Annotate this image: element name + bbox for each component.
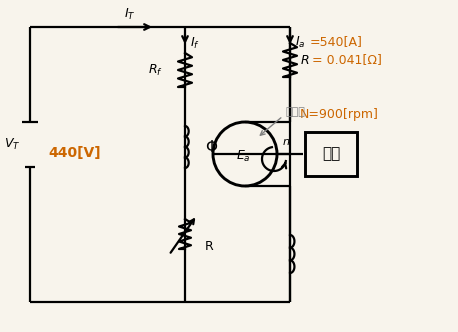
- Text: = 0.041[Ω]: = 0.041[Ω]: [312, 53, 382, 66]
- Text: N=900[rpm]: N=900[rpm]: [300, 108, 379, 121]
- Text: $I_T$: $I_T$: [124, 7, 136, 22]
- Text: =540[A]: =540[A]: [310, 36, 363, 48]
- Text: $E_a$: $E_a$: [236, 148, 251, 164]
- Text: 440[V]: 440[V]: [48, 145, 101, 159]
- Text: R: R: [205, 239, 214, 253]
- Text: $V_T$: $V_T$: [4, 137, 20, 152]
- Text: $R_f$: $R_f$: [148, 62, 163, 78]
- Text: $n$: $n$: [282, 137, 290, 147]
- Text: $R$: $R$: [300, 53, 310, 66]
- Bar: [305, 132, 357, 176]
- Text: 전기자: 전기자: [285, 107, 305, 117]
- Text: $I_f$: $I_f$: [190, 36, 200, 50]
- Text: $I_a$: $I_a$: [295, 35, 305, 49]
- Text: 부하: 부하: [322, 146, 340, 161]
- Text: Φ: Φ: [205, 139, 217, 154]
